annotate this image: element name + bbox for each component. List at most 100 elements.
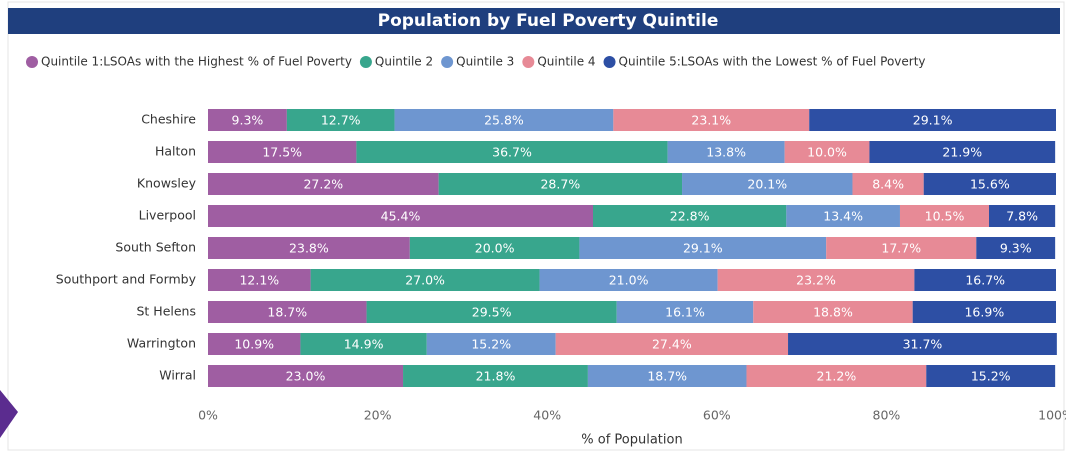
legend-label: Quintile 2 xyxy=(375,55,433,69)
bar-segment xyxy=(852,173,924,195)
x-tick-label: 20% xyxy=(364,408,392,423)
bar-segment xyxy=(926,365,1056,387)
bar-segment xyxy=(310,269,540,291)
bar-segment xyxy=(912,301,1056,323)
x-tick-label: 0% xyxy=(198,408,218,423)
bar-segment xyxy=(409,237,580,259)
bar-segment xyxy=(208,269,311,291)
data-label: 13.8% xyxy=(706,145,746,160)
title-bar xyxy=(8,8,1060,34)
bar-segment xyxy=(208,109,287,131)
x-tick-label: 100% xyxy=(1038,408,1066,423)
data-label: 12.1% xyxy=(239,273,279,288)
data-label: 36.7% xyxy=(492,145,532,160)
y-tick-label: Southport and Formby xyxy=(56,272,197,287)
data-label: 25.8% xyxy=(484,113,524,128)
bar-segment xyxy=(746,365,927,387)
data-label: 29.5% xyxy=(472,305,512,320)
bar-segment xyxy=(403,365,588,387)
data-label: 13.4% xyxy=(823,209,863,224)
data-label: 22.8% xyxy=(670,209,710,224)
data-label: 21.0% xyxy=(609,273,649,288)
data-label: 23.8% xyxy=(289,241,329,256)
legend-marker xyxy=(522,56,535,68)
bar-segment xyxy=(592,205,787,227)
bar-segment xyxy=(976,237,1056,259)
bar-segment xyxy=(682,173,853,195)
chart-title: Population by Fuel Poverty Quintile xyxy=(378,11,719,31)
y-tick-label: Wirral xyxy=(159,368,196,383)
data-label: 20.0% xyxy=(475,241,515,256)
bar-segment xyxy=(208,205,593,227)
bar-segment xyxy=(616,301,754,323)
data-label: 23.0% xyxy=(286,369,326,384)
data-label: 7.8% xyxy=(1006,209,1038,224)
y-tick-label: Liverpool xyxy=(139,208,196,223)
data-label: 8.4% xyxy=(872,177,904,192)
data-label: 12.7% xyxy=(321,113,361,128)
data-label: 28.7% xyxy=(540,177,580,192)
data-label: 17.5% xyxy=(262,145,302,160)
data-label: 15.6% xyxy=(970,177,1010,192)
legend-marker xyxy=(603,56,616,68)
data-label: 21.8% xyxy=(476,369,516,384)
data-label: 18.7% xyxy=(647,369,687,384)
data-label: 16.1% xyxy=(665,305,705,320)
y-tick-label: Warrington xyxy=(127,336,196,351)
x-tick-label: 60% xyxy=(703,408,731,423)
data-label: 31.7% xyxy=(903,337,943,352)
bar-segment xyxy=(809,109,1056,131)
data-label: 18.8% xyxy=(813,305,853,320)
data-label: 29.1% xyxy=(683,241,723,256)
bar-segment xyxy=(753,301,913,323)
bar-segment xyxy=(923,173,1056,195)
data-label: 15.2% xyxy=(471,337,511,352)
legend-label: Quintile 4 xyxy=(537,55,595,69)
bar-segment xyxy=(579,237,827,259)
y-tick-label: South Sefton xyxy=(115,240,196,255)
y-tick-label: St Helens xyxy=(137,304,197,319)
bar-segment xyxy=(667,141,785,163)
x-tick-label: 80% xyxy=(873,408,901,423)
data-label: 9.3% xyxy=(1000,241,1032,256)
x-tick-label: 40% xyxy=(533,408,561,423)
legend-marker xyxy=(26,56,38,68)
bar-segment xyxy=(539,269,718,291)
bar-segment xyxy=(208,333,301,355)
data-label: 10.0% xyxy=(807,145,847,160)
data-label: 29.1% xyxy=(913,113,953,128)
bar-segment xyxy=(587,365,747,387)
data-label: 16.9% xyxy=(964,305,1004,320)
bar-segment xyxy=(914,269,1056,291)
bar-segment xyxy=(208,365,404,387)
x-axis-label: % of Population xyxy=(581,433,682,448)
data-label: 10.9% xyxy=(234,337,274,352)
data-label: 20.1% xyxy=(747,177,787,192)
legend-label: Quintile 5:LSOAs with the Lowest % of Fu… xyxy=(619,55,926,69)
legend-label: Quintile 3 xyxy=(456,55,514,69)
bar-segment xyxy=(366,301,617,323)
bar-segment xyxy=(208,301,367,323)
legend-label: Quintile 1:LSOAs with the Highest % of F… xyxy=(41,55,352,69)
bar-segment xyxy=(394,109,614,131)
bar-segment xyxy=(438,173,683,195)
legend-marker xyxy=(441,56,454,68)
data-label: 10.5% xyxy=(925,209,965,224)
bar-segment xyxy=(356,141,668,163)
bar-segment xyxy=(555,333,789,355)
data-label: 27.0% xyxy=(405,273,445,288)
bar-segment xyxy=(426,333,556,355)
bar-segment xyxy=(613,109,810,131)
bar-segment xyxy=(286,109,395,131)
data-label: 14.9% xyxy=(344,337,384,352)
data-label: 16.7% xyxy=(965,273,1005,288)
data-label: 23.1% xyxy=(691,113,731,128)
y-tick-label: Cheshire xyxy=(141,112,196,127)
data-label: 27.4% xyxy=(652,337,692,352)
bar-segment xyxy=(989,205,1056,227)
bar-segment xyxy=(788,333,1057,355)
bar-segment xyxy=(208,173,439,195)
bar-segment xyxy=(717,269,915,291)
